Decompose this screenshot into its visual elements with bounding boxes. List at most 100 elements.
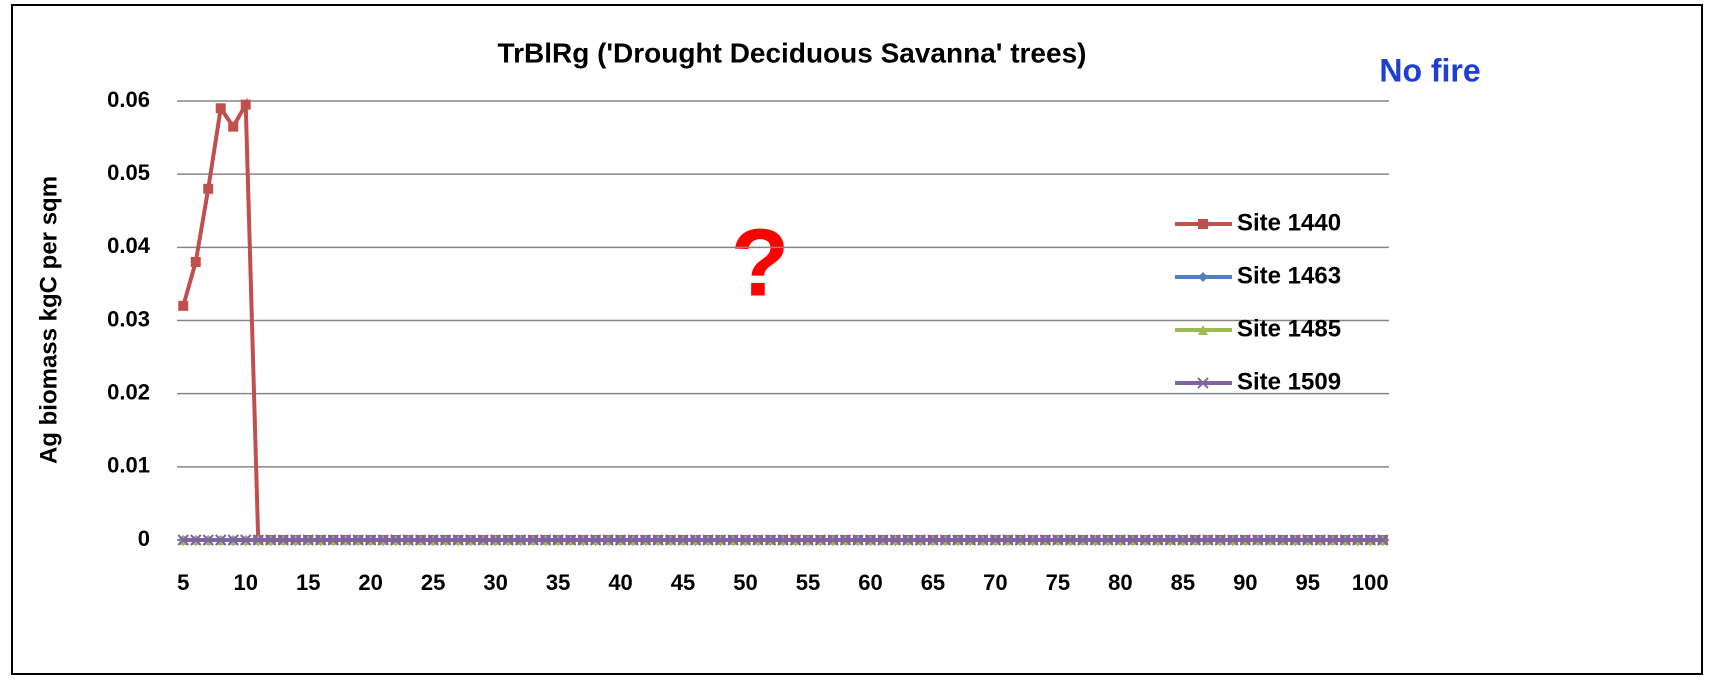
marker [1252,534,1264,546]
marker [964,534,977,546]
marker [864,534,877,546]
marker [514,534,527,546]
marker [677,534,689,546]
marker [727,534,739,546]
marker [652,534,664,546]
x-tick-label: 60 [858,570,882,595]
marker [1214,534,1227,546]
marker [1289,534,1301,546]
marker [427,534,439,546]
marker [1089,534,1102,546]
marker [402,534,414,546]
marker [227,534,239,546]
marker [339,534,352,546]
marker [265,534,277,546]
marker [589,534,602,546]
marker [689,534,702,546]
marker [327,534,339,546]
x-tick-label: 70 [983,570,1007,595]
marker [277,534,289,546]
marker [764,534,777,546]
marker [1114,534,1127,546]
marker [739,534,752,546]
y-tick-label: 0.06 [107,87,150,112]
marker [1002,534,1014,546]
marker [1039,534,1052,546]
y-tick-label: 0.05 [107,160,150,185]
marker [477,534,489,546]
marker [989,534,1002,546]
chart-frame [11,4,1703,675]
marker [215,534,227,546]
marker [1127,534,1139,546]
y-tick-label: 0.04 [107,233,151,258]
x-tick-label: 5 [177,570,189,595]
marker [302,534,314,546]
x-tick-label: 35 [546,570,570,595]
marker [839,534,852,546]
marker [1314,534,1326,546]
marker [1239,534,1252,546]
x-tick-label: 25 [421,570,445,595]
marker [1164,534,1177,546]
marker [314,534,327,546]
marker [702,534,714,546]
x-tick-label: 100 [1352,570,1389,595]
marker [939,534,952,546]
marker [627,534,639,546]
marker [1077,534,1089,546]
legend-label: Site 1463 [1237,262,1341,289]
marker [602,534,614,546]
marker [178,300,189,311]
y-tick-label: 0.03 [107,306,150,331]
marker [1327,534,1339,546]
marker [614,534,627,546]
marker [564,534,577,546]
marker [1339,534,1351,546]
marker [527,534,539,546]
marker [639,534,652,546]
marker [1014,534,1027,546]
y-tick-label: 0.02 [107,379,150,404]
marker [228,121,239,132]
marker [452,534,464,546]
marker [902,534,914,546]
marker [539,534,552,546]
marker [889,534,902,546]
x-tick-label: 20 [358,570,382,595]
marker [289,534,302,546]
chart-title: TrBlRg ('Drought Deciduous Savanna' tree… [498,37,1087,68]
marker [177,534,189,546]
x-tick-label: 90 [1233,570,1257,595]
marker [240,534,252,546]
marker [777,534,789,546]
marker [952,534,964,546]
marker [802,534,814,546]
x-tick-label: 40 [608,570,632,595]
marker [927,534,939,546]
marker [977,534,989,546]
x-tick-label: 45 [671,570,695,595]
y-tick-label: 0 [138,526,150,551]
marker [752,534,764,546]
x-tick-label: 65 [921,570,945,595]
legend-marker [1198,272,1208,282]
marker [439,534,452,546]
marker [1377,534,1389,546]
marker [1152,534,1164,546]
marker [827,534,839,546]
marker [1202,534,1214,546]
marker [1264,534,1277,546]
x-tick-label: 15 [296,570,320,595]
legend-marker [1198,219,1208,229]
marker [1177,534,1189,546]
marker [389,534,402,546]
marker [502,534,514,546]
legend-label: Site 1509 [1237,368,1341,395]
marker [464,534,477,546]
marker [190,256,201,267]
x-tick-label: 85 [1171,570,1195,595]
marker [1227,534,1239,546]
x-tick-label: 95 [1296,570,1320,595]
